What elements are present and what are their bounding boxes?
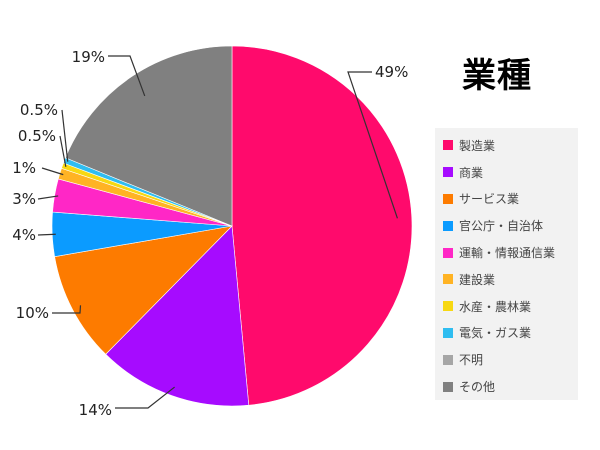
legend-item: その他 [443, 373, 578, 400]
leader-line [37, 233, 56, 236]
legend-label: 運輸・情報通信業 [459, 246, 556, 261]
legend-item: 不明 [443, 346, 578, 373]
data-label: 0.5% [20, 101, 58, 119]
legend-swatch [443, 247, 453, 258]
legend-swatch [443, 327, 453, 338]
legend-swatch [443, 167, 453, 178]
legend-swatch [443, 140, 453, 151]
legend-item: サービス業 [443, 186, 578, 213]
pie-slice [54, 225, 233, 355]
pie-slice [65, 45, 233, 227]
legend-label: 官公庁・自治体 [459, 219, 544, 234]
data-label: 4% [12, 226, 36, 244]
legend-item: 電気・ガス業 [443, 320, 578, 347]
leader-line [347, 71, 398, 219]
legend-swatch [443, 274, 453, 285]
legend-item: 製造業 [443, 132, 578, 159]
legend-swatch [443, 220, 453, 231]
legend-label: 電気・ガス業 [459, 326, 532, 341]
leader-line [59, 135, 67, 167]
leader-line [52, 305, 82, 314]
chart-title: 業種 [462, 56, 532, 96]
legend-item: 商業 [443, 159, 578, 186]
data-label: 10% [16, 304, 49, 322]
leader-line [108, 55, 146, 97]
legend-item: 官公庁・自治体 [443, 212, 578, 239]
legend-label: 製造業 [459, 138, 496, 153]
leader-line [37, 195, 59, 200]
legend-swatch [443, 381, 453, 392]
legend-label: 建設業 [459, 272, 496, 287]
leader-line [115, 386, 175, 409]
leader-line [41, 167, 64, 176]
data-label: 1% [12, 159, 36, 177]
data-label: 14% [79, 401, 112, 419]
data-label: 3% [12, 190, 36, 208]
legend-swatch [443, 354, 453, 365]
legend-swatch [443, 193, 453, 204]
legend-label: その他 [459, 380, 496, 395]
legend-item: 運輸・情報通信業 [443, 239, 578, 266]
data-label: 19% [72, 48, 105, 66]
legend-label: サービス業 [459, 192, 520, 207]
pie-slice [231, 45, 413, 406]
legend-item: 水産・農林業 [443, 293, 578, 320]
pie-slice [105, 225, 250, 407]
data-label: 49% [375, 63, 408, 81]
legend-label: 不明 [459, 353, 484, 368]
leader-line [61, 109, 69, 162]
legend-label: 水産・農林業 [459, 299, 532, 314]
legend-item: 建設業 [443, 266, 578, 293]
legend: 製造業商業サービス業官公庁・自治体 運輸・情報通信業 建設業水産・農林業 電気・ガス業… [435, 128, 578, 400]
legend-label: 商業 [459, 165, 484, 180]
legend-swatch [443, 301, 453, 312]
data-label: 0.5% [18, 127, 56, 145]
